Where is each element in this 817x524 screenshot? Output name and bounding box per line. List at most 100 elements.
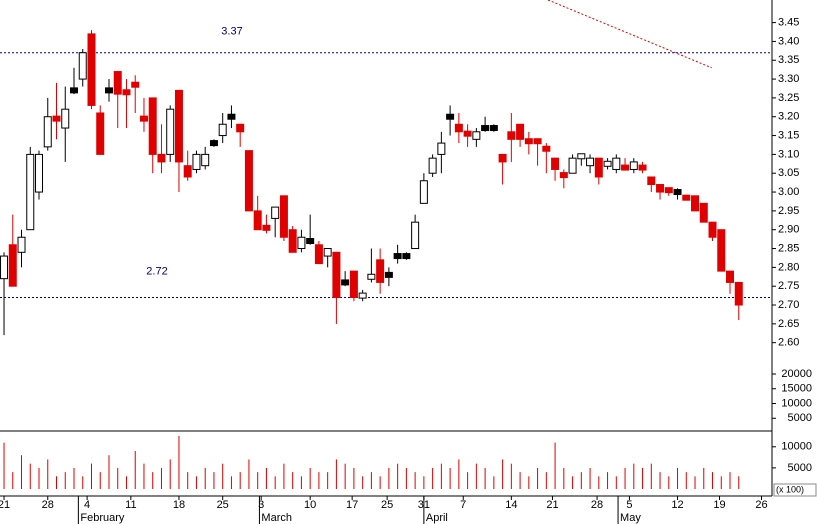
candle-body (122, 89, 131, 96)
candle-body (551, 157, 560, 170)
candle-body (699, 202, 708, 223)
candle-body (638, 164, 647, 171)
candle-body (428, 157, 437, 174)
candle-body (61, 108, 70, 129)
candle-body (734, 281, 743, 306)
candle-body (586, 157, 595, 167)
candle-body (446, 113, 455, 120)
x-tick-label: 3 (258, 499, 264, 511)
y-tick-label: 2.95 (778, 205, 799, 217)
candle-body (489, 125, 498, 132)
volume-tick-label: 10000 (781, 441, 812, 453)
month-label: April (426, 512, 448, 524)
candle-body (647, 176, 656, 186)
candle-body (8, 244, 17, 287)
y-tick-label: 2.60 (778, 337, 799, 349)
candle-body (157, 153, 166, 163)
candle-body (218, 123, 227, 137)
y-tick-label: 2.75 (778, 280, 799, 292)
candle-body (87, 33, 96, 106)
volume-unit: (x 100) (776, 484, 804, 494)
candle-body (314, 244, 323, 265)
candle-body (656, 184, 665, 193)
y-tick-label: 2.70 (778, 299, 799, 311)
x-tick-label: 14 (505, 499, 517, 511)
candle-body (664, 187, 673, 194)
y-tick-label: 3.05 (778, 167, 799, 179)
candle-body (411, 221, 420, 250)
candle-body (341, 279, 350, 286)
candle-body (306, 238, 315, 244)
y-tick-label: 2.65 (778, 318, 799, 330)
candle-body (297, 236, 306, 250)
candle-body (358, 292, 367, 299)
candle-body (192, 153, 201, 170)
month-label: May (620, 512, 641, 524)
candle-body (673, 189, 682, 196)
y-tick-label: 3.40 (778, 35, 799, 47)
x-tick-label: 5 (626, 499, 632, 511)
candle-body (437, 142, 446, 155)
y-tick-label: 3.45 (778, 17, 799, 29)
candle-body (384, 271, 393, 278)
candle-body (717, 229, 726, 272)
candle-body (69, 87, 78, 94)
candle-body (288, 229, 297, 253)
candle-body (26, 153, 35, 231)
candle-body (96, 112, 105, 155)
candle-body (332, 251, 341, 298)
candle-body (166, 108, 175, 155)
x-tick-label: 7 (460, 499, 466, 511)
candle-body (454, 123, 463, 133)
x-tick-label: 28 (42, 499, 54, 511)
candle-body (148, 97, 157, 155)
candle-body (35, 153, 44, 193)
reference-label: 3.37 (221, 26, 242, 38)
candle-body (726, 270, 735, 283)
x-tick-label: 25 (217, 499, 229, 511)
candle-body (533, 138, 542, 145)
candle-body (349, 270, 358, 298)
x-tick-label: 21 (0, 499, 10, 511)
x-tick-label: 28 (591, 499, 603, 511)
candle-body (183, 165, 192, 178)
x-tick-label: 4 (84, 499, 90, 511)
y-tick-label: 2.80 (778, 261, 799, 273)
candle-body (209, 140, 218, 147)
y2-tick-label: 10000 (781, 397, 812, 409)
unit-box (773, 483, 817, 497)
candle-body (621, 164, 630, 171)
candle-body (612, 157, 621, 170)
month-label: March (261, 512, 292, 524)
y-tick-label: 3.35 (778, 54, 799, 66)
candle-body (227, 113, 236, 120)
x-tick-label: 12 (671, 499, 683, 511)
candle-body (402, 253, 411, 260)
candle-body (0, 255, 9, 280)
candle-body (78, 52, 87, 80)
x-tick-label: 10 (304, 499, 316, 511)
candle-body (472, 131, 481, 140)
candle-body (577, 153, 586, 160)
y-tick-label: 3.00 (778, 186, 799, 198)
x-tick-label: 17 (346, 499, 358, 511)
y2-tick-label: 5000 (788, 412, 812, 424)
candle-body (376, 259, 385, 283)
candle-body (393, 253, 402, 260)
candle-body (104, 87, 113, 94)
candle-body (708, 221, 717, 238)
month-label: February (80, 512, 125, 524)
trendline (547, 0, 712, 69)
x-tick-label: 26 (755, 499, 767, 511)
candle-body (542, 145, 551, 152)
candle-body (691, 195, 700, 212)
y-tick-label: 3.25 (778, 92, 799, 104)
candle-body (201, 153, 210, 167)
candle-body (367, 273, 376, 280)
candle-body (139, 115, 148, 122)
candle-body (271, 206, 280, 219)
x-tick-label: 25 (381, 499, 393, 511)
reference-label: 2.72 (146, 265, 167, 277)
candle-body (481, 125, 490, 132)
